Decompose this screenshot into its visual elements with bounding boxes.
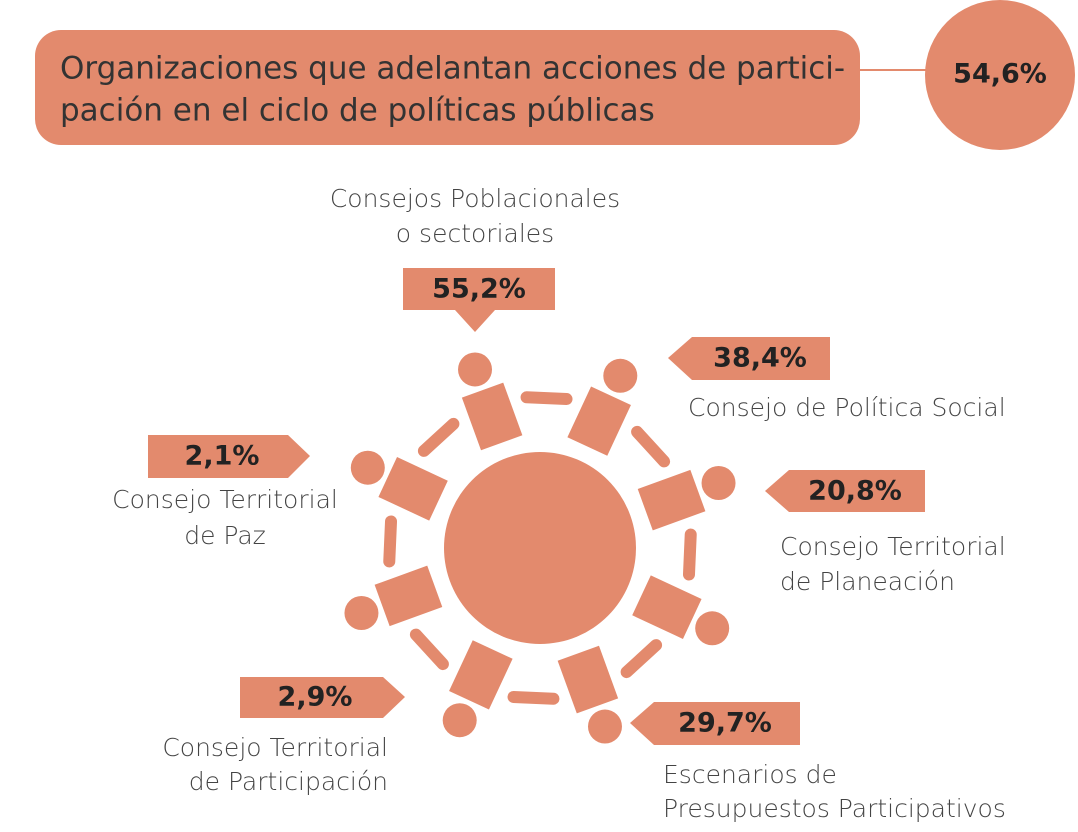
person-arms [629, 423, 673, 469]
person-arms [507, 691, 559, 705]
item-label: Consejo de Política Social [688, 393, 1006, 422]
infographic: Organizaciones que adelantan acciones de… [0, 0, 1078, 832]
header-title: pación en el ciclo de políticas públicas [60, 93, 655, 129]
person-body [449, 640, 513, 709]
people-circle [344, 352, 735, 743]
person-head [443, 703, 477, 737]
item-label: de Paz [184, 521, 266, 550]
item-label: Consejo Territorial [112, 485, 338, 514]
item-value: 20,8% [808, 476, 902, 507]
person-body [375, 566, 443, 626]
item-label: de Participación [189, 767, 388, 796]
item-value: 38,4% [713, 343, 807, 374]
header-title: Organizaciones que adelantan acciones de… [60, 51, 845, 87]
person-arms [520, 391, 572, 405]
person-arms [415, 415, 461, 459]
person-body [632, 575, 701, 639]
person-head [344, 596, 378, 630]
header-value: 54,6% [953, 59, 1047, 90]
person-arms [407, 626, 451, 672]
item-label: de Planeación [780, 567, 955, 596]
item-label: o sectoriales [396, 219, 554, 248]
item-value: 55,2% [432, 274, 526, 305]
person-body [462, 383, 522, 451]
item-label: Consejo Territorial [780, 532, 1006, 561]
item-label: Consejos Poblacionales [330, 184, 620, 213]
person-head [702, 466, 736, 500]
item-label: Escenarios de [663, 760, 837, 789]
person-head [695, 611, 729, 645]
item-value: 29,7% [678, 708, 772, 739]
person-arms [683, 528, 697, 580]
person-head [603, 359, 637, 393]
person-head [458, 352, 492, 386]
person-arms [618, 637, 664, 681]
person-head [351, 451, 385, 485]
item-value: 2,1% [185, 441, 260, 472]
person-head [588, 710, 622, 744]
person-body [378, 457, 447, 521]
person-body [638, 470, 706, 530]
person-body [558, 646, 618, 714]
person-body [567, 386, 631, 455]
item-value: 2,9% [278, 682, 353, 713]
person-arms [383, 515, 397, 567]
center-circle [444, 452, 636, 644]
item-label: Consejo Territorial [162, 733, 388, 762]
item-label: Presupuestos Participativos [663, 794, 1006, 823]
